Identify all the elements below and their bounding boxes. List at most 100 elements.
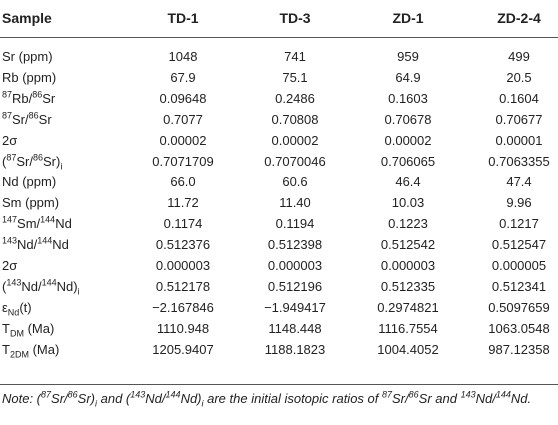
row-label: Sm (ppm) [2, 195, 59, 211]
column-header: ZD-2-4 [497, 10, 541, 26]
cell-value: 0.7077 [163, 111, 203, 127]
cell-value: 0.512398 [267, 237, 323, 253]
text: Nd/ [21, 278, 42, 294]
text: are the initial isotopic ratios of [203, 391, 382, 406]
superscript: 144 [165, 389, 181, 400]
row-label: 2σ [2, 258, 17, 274]
row-label: (143Nd/144Nd)i [2, 277, 80, 296]
cell-value: 0.00001 [495, 132, 543, 148]
superscript: 147 [2, 214, 18, 225]
text: Nd [55, 216, 72, 232]
cell-value: 0.706065 [380, 153, 436, 169]
superscript: 144 [40, 214, 56, 225]
column-header: TD-3 [279, 10, 311, 26]
subscript: i [60, 161, 63, 172]
cell-value: 1004.4052 [377, 341, 439, 357]
cell-value: −2.167846 [152, 299, 214, 315]
text: Note: ( [2, 391, 42, 406]
cell-value: 46.4 [395, 174, 421, 190]
cell-value: 0.512178 [155, 278, 211, 294]
cell-value: 11.40 [279, 195, 311, 211]
text: Nd) [56, 278, 78, 294]
text: Sr/ [12, 111, 29, 127]
superscript: 144 [37, 235, 53, 246]
cell-value: 0.00002 [159, 132, 207, 148]
superscript: 86 [67, 389, 78, 400]
cell-value: 0.512547 [491, 237, 547, 253]
text: Sm (ppm) [2, 195, 60, 211]
row-label: 143Nd/144Nd [2, 235, 69, 253]
text: ( [2, 278, 7, 294]
text: (Ma) [23, 320, 55, 336]
superscript: 86 [32, 89, 43, 100]
cell-value: 0.5097659 [488, 299, 550, 315]
cell-value: 959 [397, 49, 419, 64]
cell-value: 0.000003 [155, 258, 211, 273]
column-header: TD-1 [167, 10, 199, 26]
text: Nd) [180, 391, 202, 406]
superscript: 87 [41, 389, 52, 400]
cell-value: 0.00002 [384, 132, 432, 148]
cell-value: 1116.7554 [378, 320, 438, 336]
text: Sm/ [17, 216, 41, 232]
row-label: 2σ [2, 133, 17, 149]
cell-value: 0.09648 [159, 90, 207, 106]
text: Sr/ [16, 153, 33, 169]
row-label: Sr (ppm) [2, 49, 53, 65]
text: Sr) [77, 391, 96, 406]
cell-value: 0.7070046 [264, 153, 326, 169]
cell-value: 0.7071709 [152, 153, 214, 169]
cell-value: 0.70677 [495, 111, 543, 127]
row-label: εNd(t) [2, 300, 32, 317]
text: 2σ [2, 258, 18, 273]
subscript: i [201, 398, 204, 409]
cell-value: 499 [508, 49, 530, 64]
header-rule [0, 37, 558, 38]
cell-value: 0.512376 [155, 237, 211, 253]
text: Sr [38, 111, 52, 127]
cell-value: 9.96 [506, 195, 532, 211]
cell-value: 11.72 [167, 195, 199, 211]
superscript: 87 [6, 152, 17, 163]
cell-value: 1110.948 [156, 320, 210, 336]
cell-value: 987.12358 [488, 341, 550, 357]
text: Nd/ [475, 391, 496, 406]
cell-value: 0.70808 [271, 111, 319, 127]
row-label: 87Sr/86Sr [2, 110, 52, 128]
superscript: 144 [41, 277, 57, 288]
cell-value: 0.2486 [275, 90, 315, 106]
text: Sr [42, 90, 56, 106]
cell-value: 20.5 [506, 69, 532, 85]
row-label: Rb (ppm) [2, 70, 56, 86]
row-label: (87Sr/86Sr)i [2, 152, 63, 172]
superscript: 86 [32, 152, 43, 163]
superscript: 86 [408, 389, 419, 400]
text: 2σ [2, 132, 18, 148]
text: Sr (ppm) [2, 49, 53, 64]
column-header: Sample [2, 10, 52, 26]
text: Nd. [510, 391, 532, 406]
text: T [2, 320, 10, 336]
cell-value: 0.1174 [163, 216, 203, 232]
cell-value: 0.512542 [380, 237, 436, 253]
superscript: 143 [2, 235, 18, 246]
cell-value: 0.1603 [388, 90, 428, 106]
cell-value: 0.000003 [380, 258, 436, 273]
cell-value: 1048 [168, 49, 198, 64]
cell-value: 1148.448 [268, 320, 322, 336]
cell-value: 47.4 [506, 174, 532, 190]
cell-value: 0.7063355 [488, 153, 550, 169]
text: (Ma) [28, 341, 60, 357]
row-label: 87Rb/86Sr [2, 89, 56, 107]
superscript: 143 [460, 389, 476, 400]
superscript: 86 [28, 110, 39, 121]
cell-value: 0.512341 [491, 278, 547, 294]
text: Nd/ [17, 237, 38, 253]
table-note: Note: (87Sr/86Sr)i and (143Nd/144Nd)i ar… [2, 390, 552, 408]
superscript: 144 [495, 389, 511, 400]
cell-value: 1205.9407 [152, 341, 214, 357]
row-label: T2DM (Ma) [2, 341, 60, 359]
text: Sr) [43, 153, 61, 169]
text: Nd (ppm) [2, 174, 57, 190]
